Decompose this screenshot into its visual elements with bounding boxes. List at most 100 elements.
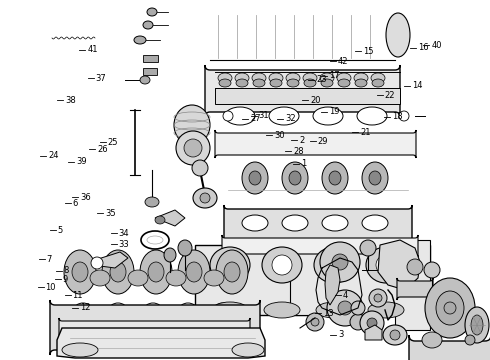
Text: 14: 14 <box>412 81 422 90</box>
Ellipse shape <box>465 307 489 343</box>
Ellipse shape <box>220 255 240 275</box>
Ellipse shape <box>72 262 88 282</box>
Text: 9: 9 <box>63 275 68 284</box>
Ellipse shape <box>327 290 363 326</box>
Text: 29: 29 <box>318 136 328 145</box>
Ellipse shape <box>425 278 475 338</box>
Ellipse shape <box>147 8 157 16</box>
Ellipse shape <box>148 262 164 282</box>
Ellipse shape <box>338 79 350 87</box>
Ellipse shape <box>321 79 333 87</box>
Ellipse shape <box>374 294 382 302</box>
Text: 27: 27 <box>250 114 261 123</box>
Ellipse shape <box>282 215 308 231</box>
Ellipse shape <box>90 270 110 286</box>
Ellipse shape <box>269 73 283 83</box>
Bar <box>143 68 157 75</box>
Ellipse shape <box>306 313 324 331</box>
Ellipse shape <box>264 302 300 318</box>
Ellipse shape <box>174 105 210 145</box>
Ellipse shape <box>282 162 308 194</box>
Text: 12: 12 <box>80 303 90 312</box>
FancyBboxPatch shape <box>205 65 400 117</box>
Text: 23: 23 <box>316 76 327 85</box>
Ellipse shape <box>360 311 384 335</box>
Ellipse shape <box>143 21 153 29</box>
Bar <box>215 88 400 104</box>
Polygon shape <box>378 240 420 290</box>
Ellipse shape <box>235 73 249 83</box>
Text: 17: 17 <box>329 71 340 80</box>
Text: 25: 25 <box>108 138 118 147</box>
Text: 36: 36 <box>80 193 91 202</box>
Ellipse shape <box>110 262 126 282</box>
Ellipse shape <box>357 107 387 125</box>
Text: 1: 1 <box>301 159 307 168</box>
Ellipse shape <box>376 255 396 275</box>
FancyBboxPatch shape <box>222 235 418 257</box>
Ellipse shape <box>369 171 381 185</box>
Ellipse shape <box>399 111 409 121</box>
Ellipse shape <box>351 301 365 315</box>
Ellipse shape <box>184 139 202 157</box>
Ellipse shape <box>252 73 266 83</box>
Text: 38: 38 <box>65 95 76 104</box>
Text: 42: 42 <box>338 57 348 66</box>
Ellipse shape <box>91 257 103 269</box>
Ellipse shape <box>210 247 250 283</box>
Text: 24: 24 <box>48 151 58 160</box>
Text: 37: 37 <box>96 74 106 83</box>
Ellipse shape <box>329 171 341 185</box>
Ellipse shape <box>249 171 261 185</box>
Polygon shape <box>95 252 128 268</box>
Text: 4: 4 <box>343 291 348 300</box>
Text: 5: 5 <box>58 226 63 235</box>
Ellipse shape <box>140 76 150 84</box>
Ellipse shape <box>337 73 351 83</box>
Text: 21: 21 <box>360 128 370 137</box>
Ellipse shape <box>354 73 368 83</box>
Ellipse shape <box>164 248 176 262</box>
Ellipse shape <box>225 107 255 125</box>
Ellipse shape <box>407 259 423 275</box>
Ellipse shape <box>242 215 268 231</box>
Ellipse shape <box>368 302 404 318</box>
Ellipse shape <box>471 315 483 335</box>
Text: 32: 32 <box>285 114 296 123</box>
Ellipse shape <box>286 73 300 83</box>
Text: 39: 39 <box>76 157 87 166</box>
Polygon shape <box>325 265 340 305</box>
Text: 40: 40 <box>431 40 441 49</box>
Ellipse shape <box>236 79 248 87</box>
Ellipse shape <box>355 79 367 87</box>
Ellipse shape <box>314 247 354 283</box>
Text: 20: 20 <box>310 95 320 104</box>
Ellipse shape <box>134 36 146 44</box>
Text: 3: 3 <box>338 330 343 339</box>
Text: 33: 33 <box>119 240 129 248</box>
Ellipse shape <box>216 250 248 294</box>
Text: 6: 6 <box>73 199 78 208</box>
Text: 35: 35 <box>105 208 116 217</box>
Ellipse shape <box>320 73 334 83</box>
Ellipse shape <box>212 302 248 318</box>
Ellipse shape <box>436 291 464 325</box>
Text: 13: 13 <box>323 309 334 318</box>
Ellipse shape <box>424 262 440 278</box>
Ellipse shape <box>155 216 165 224</box>
Text: 19: 19 <box>329 107 340 116</box>
Ellipse shape <box>232 343 264 357</box>
Ellipse shape <box>287 79 299 87</box>
Text: 31: 31 <box>259 112 270 120</box>
Ellipse shape <box>465 335 475 345</box>
Ellipse shape <box>371 73 385 83</box>
Text: 28: 28 <box>293 147 304 156</box>
Ellipse shape <box>386 13 410 57</box>
Text: 15: 15 <box>363 46 373 55</box>
Ellipse shape <box>128 270 148 286</box>
Ellipse shape <box>362 162 388 194</box>
Ellipse shape <box>390 330 400 340</box>
Text: 34: 34 <box>119 229 129 238</box>
Text: 11: 11 <box>73 291 83 300</box>
Text: 18: 18 <box>392 112 403 121</box>
